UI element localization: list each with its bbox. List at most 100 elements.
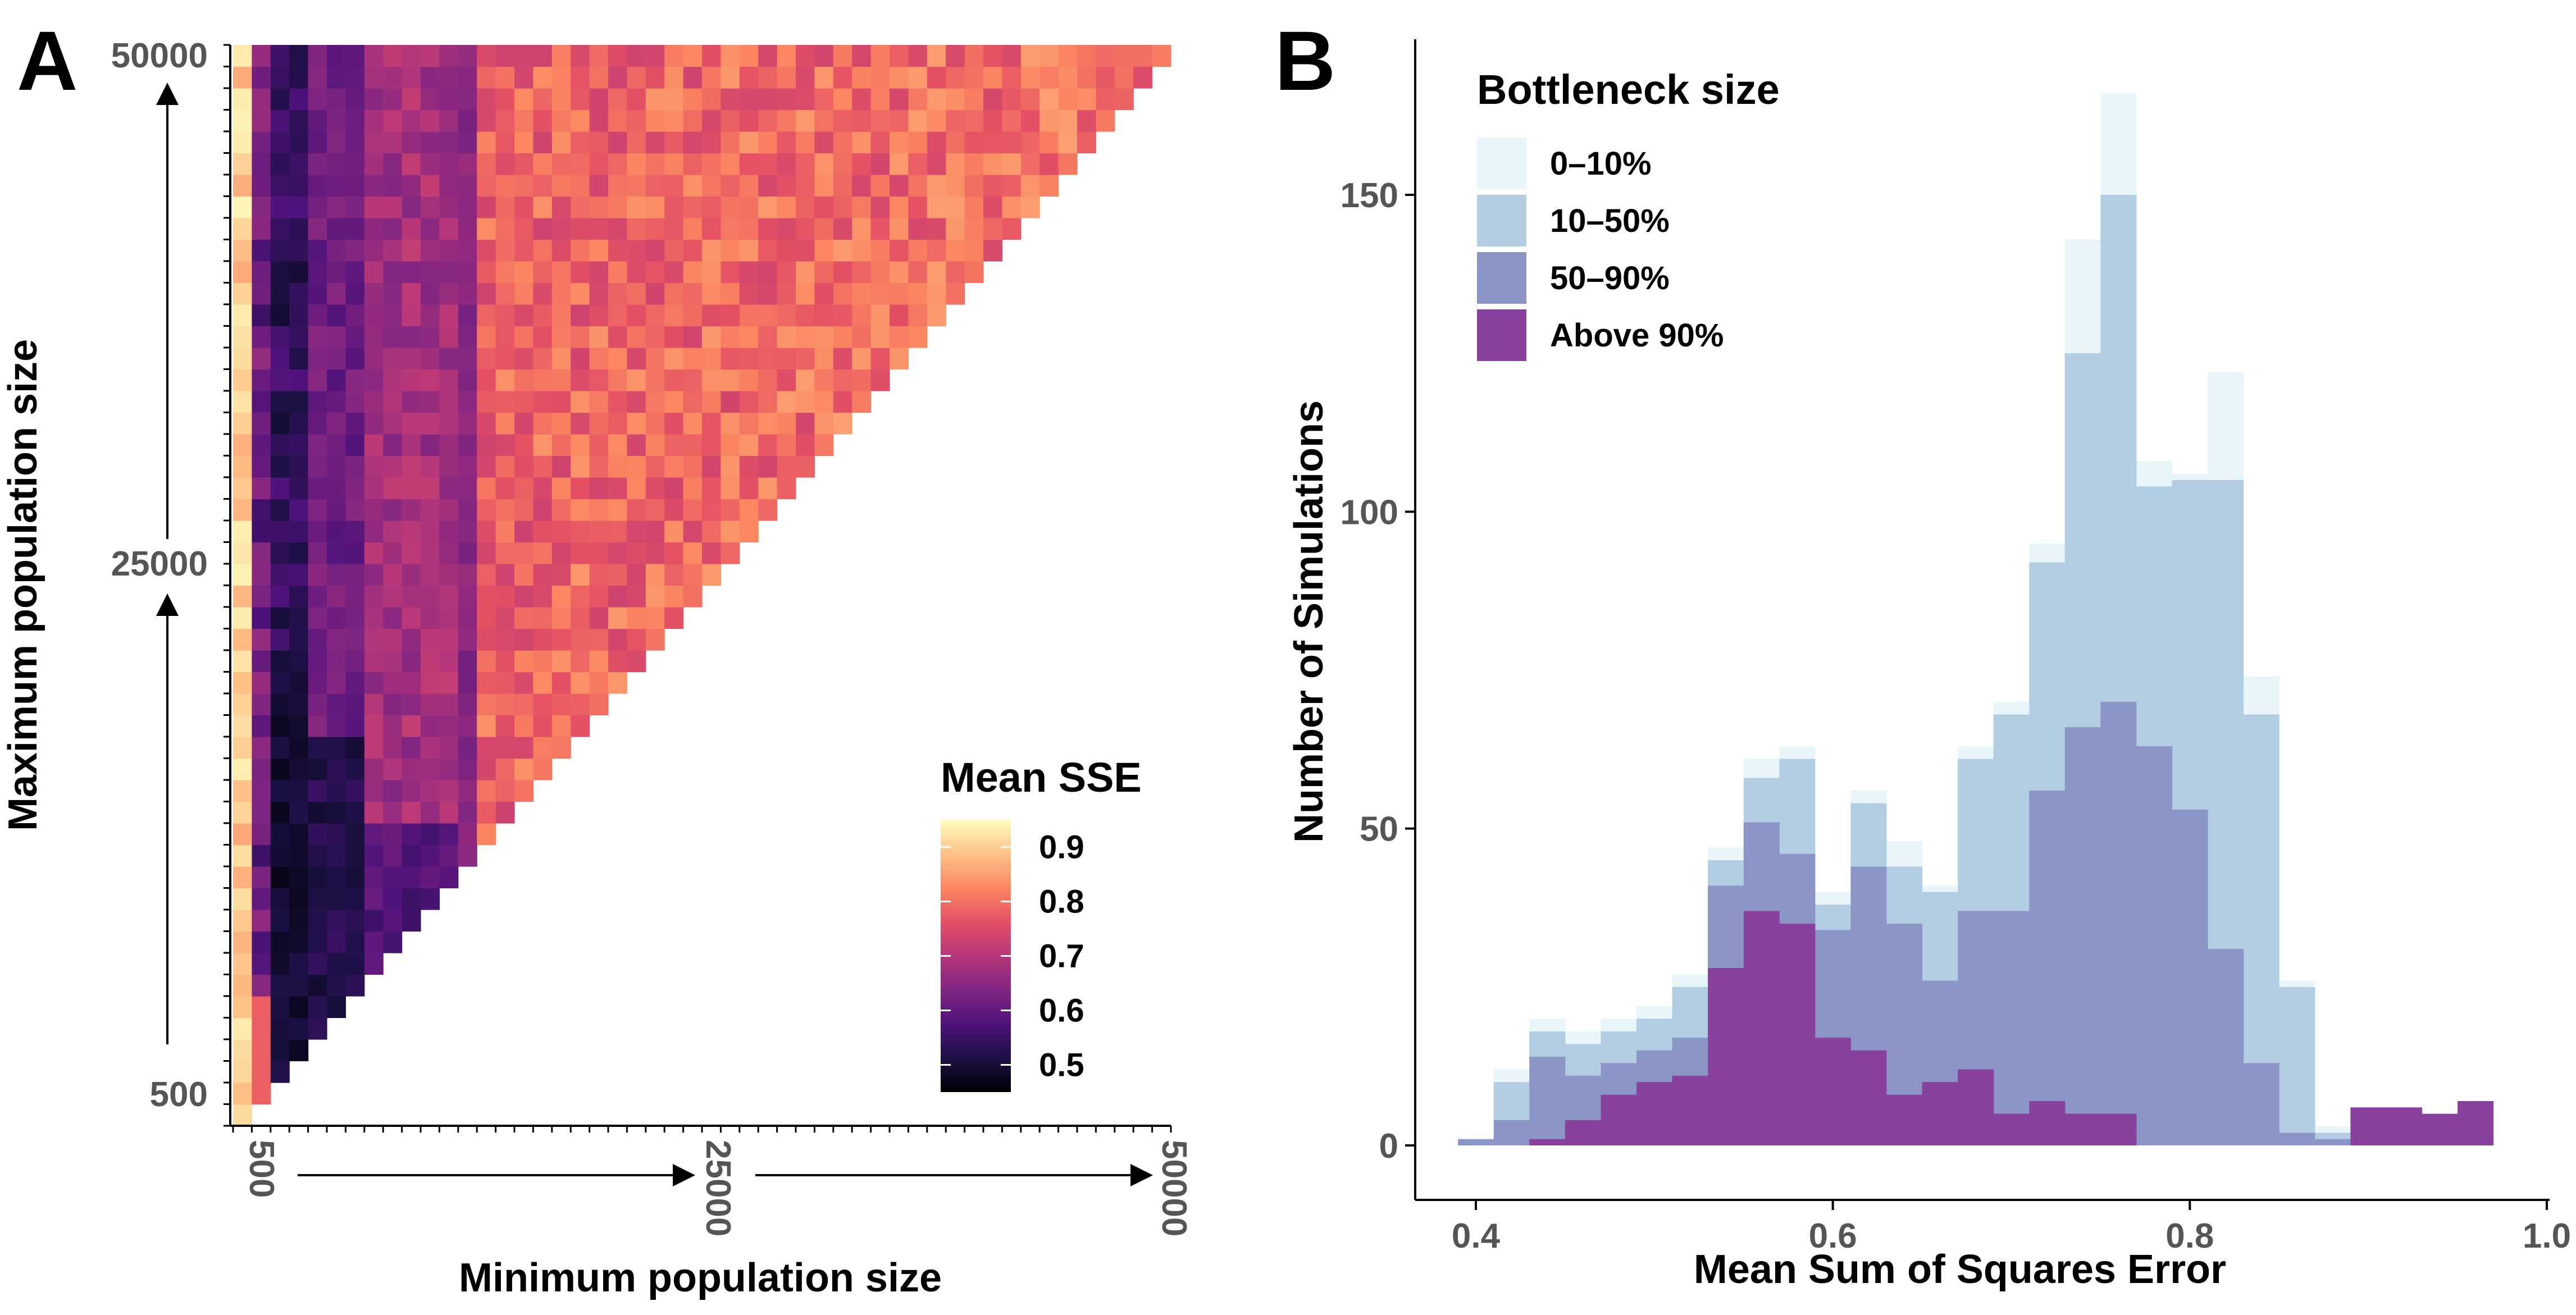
heatmap-cell (627, 326, 646, 348)
heatmap-cell (664, 282, 684, 305)
heatmap-cell (571, 391, 590, 413)
heatmap-cell (664, 326, 684, 348)
heatmap-cell (608, 45, 627, 67)
heatmap-cell (233, 348, 252, 370)
heatmap-cell (739, 348, 759, 370)
heatmap-cell (477, 391, 496, 413)
heatmap-cell (814, 88, 834, 111)
heatmap-cell (796, 45, 815, 67)
heatmap-cell (495, 348, 515, 370)
heatmap-cell (421, 477, 440, 500)
heatmap-cell (1114, 66, 1134, 89)
heatmap-cell (477, 109, 496, 132)
heatmap-cell (608, 628, 627, 651)
heatmap-cell (270, 109, 290, 132)
heatmap-cell (645, 542, 665, 564)
heatmap-cell (870, 218, 890, 240)
heatmap-cell (664, 585, 684, 608)
heatmap-cell (1058, 88, 1078, 111)
heatmap-cell (514, 564, 534, 586)
heatmap-cell (345, 261, 365, 284)
heatmap-cell (514, 693, 534, 716)
heatmap-cell (571, 282, 590, 305)
heatmap-cell (345, 239, 365, 262)
heatmap-cell (383, 131, 403, 154)
heatmap-cell (458, 109, 477, 132)
heatmap-cell (777, 175, 796, 197)
heatmap-cell (495, 131, 515, 154)
heatmap-cell (495, 66, 515, 89)
heatmap-cell (477, 737, 496, 759)
heatmap-cell (439, 239, 459, 262)
heatmap-cell (233, 477, 252, 500)
heatmap-cell (270, 304, 290, 327)
heatmap-cell (796, 66, 815, 89)
heatmap-cell (739, 520, 759, 543)
heatmap-cell (495, 758, 515, 780)
heatmap-cell (627, 434, 646, 456)
heatmap-cell (908, 153, 928, 175)
heatmap-cell (383, 888, 403, 910)
heatmap-cell (964, 261, 984, 284)
heatmap-cell (289, 455, 309, 478)
heatmap-cell (495, 45, 515, 67)
heatmap-cell (289, 153, 309, 175)
heatmap-cell (421, 412, 440, 435)
heatmap-cell (908, 196, 928, 218)
heatmap-cell (421, 823, 440, 846)
heatmap-cell (608, 412, 627, 435)
heatmap-cell (270, 520, 290, 543)
heatmap-cell (514, 282, 534, 305)
heatmap-cell (270, 153, 290, 175)
heatmap-cell (270, 823, 290, 846)
heatmap-cell (364, 650, 384, 673)
heatmap-cell (627, 304, 646, 327)
heatmap-cell (383, 175, 403, 197)
heatmap-cell (796, 153, 815, 175)
heatmap-cell (1096, 109, 1115, 132)
heatmap-cell (289, 282, 309, 305)
heatmap-cell (439, 607, 459, 629)
heatmap-cell (852, 304, 872, 327)
heatmap-cell (608, 499, 627, 521)
legend-label: 0–10% (1550, 145, 1652, 182)
heatmap-cell (421, 888, 440, 910)
heatmap-cell (1077, 131, 1096, 154)
heatmap-cell (1020, 175, 1040, 197)
heatmap-cell (664, 175, 684, 197)
heatmap-cell (533, 715, 553, 737)
heatmap-cell (327, 628, 346, 651)
heatmap-cell (402, 844, 421, 867)
heatmap-cell (345, 499, 365, 521)
heatmap-cell (308, 953, 327, 975)
heatmap-cell (252, 109, 271, 132)
heatmap-cell (402, 520, 421, 543)
heatmap-cell (533, 218, 553, 240)
heatmap-cell (890, 196, 909, 218)
heatmap-cell (664, 499, 684, 521)
heatmap-cell (702, 131, 721, 154)
heatmap-cell (571, 672, 590, 694)
heatmap-cell (345, 477, 365, 500)
heatmap-cell (551, 218, 571, 240)
heatmap-cell (421, 131, 440, 154)
heatmap-cell (383, 348, 403, 370)
hist-x-tick-label: 0.4 (1452, 1217, 1501, 1255)
heatmap-cell (402, 737, 421, 759)
heatmap-cell (758, 218, 778, 240)
heatmap-cell (796, 304, 815, 327)
heatmap-cell (1020, 45, 1040, 67)
heatmap-cell (551, 109, 571, 132)
heatmap-cell (421, 585, 440, 608)
heatmap-cell (608, 672, 627, 694)
heatmap-cell (589, 153, 609, 175)
hist-bar-4 (2064, 1113, 2101, 1145)
heatmap-cell (571, 520, 590, 543)
heatmap-cell (308, 520, 327, 543)
heatmap-cell (327, 196, 346, 218)
hist-bar-4 (1529, 1139, 1566, 1145)
heatmap-cell (571, 153, 590, 175)
heatmap-cell (252, 499, 271, 521)
heatmap-x-tick-500: 500 (242, 1140, 281, 1198)
heatmap-cell (308, 66, 327, 89)
